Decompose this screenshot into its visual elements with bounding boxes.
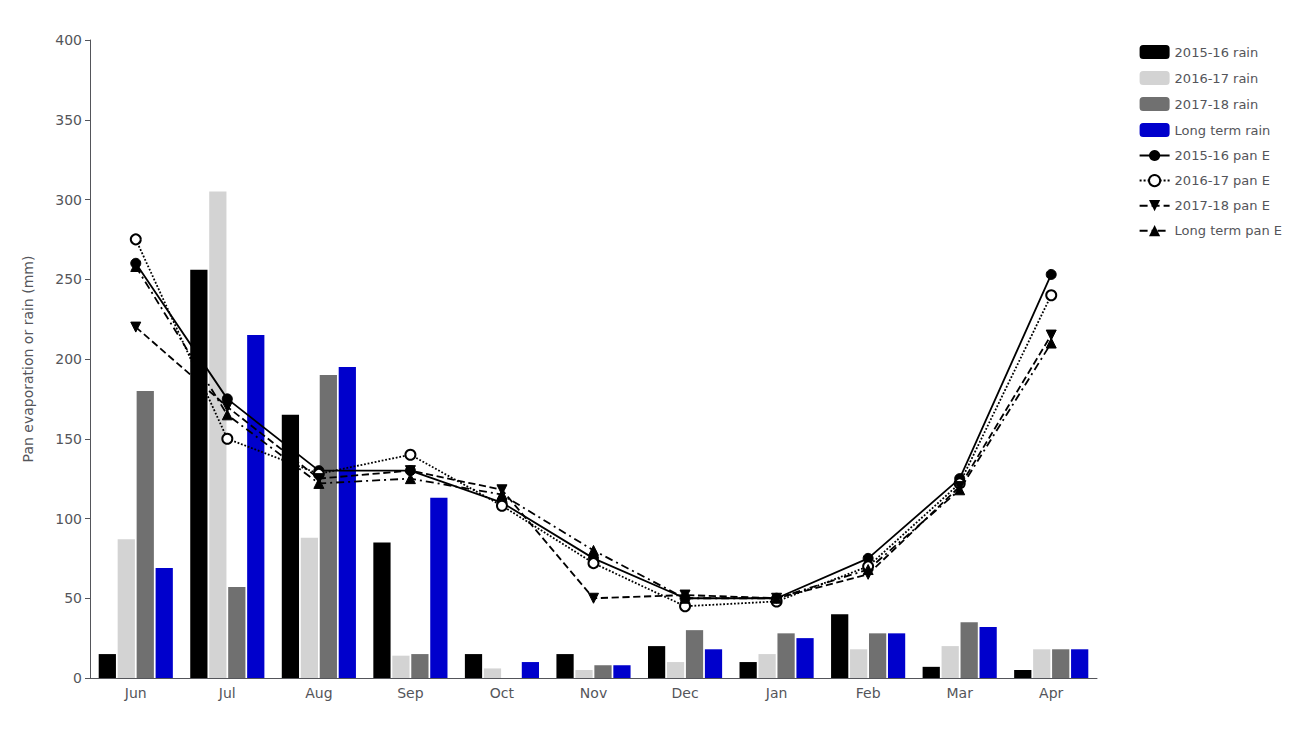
svg-text:2016-17 pan E: 2016-17 pan E <box>1175 173 1270 188</box>
svg-text:Long term pan E: Long term pan E <box>1175 223 1282 238</box>
svg-text:200: 200 <box>55 351 82 367</box>
svg-text:Sep: Sep <box>397 685 424 701</box>
svg-text:Dec: Dec <box>671 685 698 701</box>
svg-text:2015-16 rain: 2015-16 rain <box>1175 45 1259 60</box>
svg-text:Jun: Jun <box>124 685 147 701</box>
svg-text:Pan evaporation or rain (mm): Pan evaporation or rain (mm) <box>20 256 36 463</box>
svg-text:Nov: Nov <box>580 685 607 701</box>
svg-text:Apr: Apr <box>1039 685 1063 701</box>
svg-text:50: 50 <box>64 590 82 606</box>
svg-text:250: 250 <box>55 271 82 287</box>
svg-text:Mar: Mar <box>946 685 973 701</box>
svg-text:Feb: Feb <box>856 685 881 701</box>
svg-text:400: 400 <box>55 32 82 48</box>
svg-text:Oct: Oct <box>490 685 515 701</box>
svg-text:Aug: Aug <box>305 685 332 701</box>
svg-text:Long term rain: Long term rain <box>1175 123 1271 138</box>
svg-text:2015-16 pan E: 2015-16 pan E <box>1175 148 1270 163</box>
svg-text:300: 300 <box>55 192 82 208</box>
svg-text:150: 150 <box>55 431 82 447</box>
svg-text:100: 100 <box>55 511 82 527</box>
svg-text:350: 350 <box>55 112 82 128</box>
svg-text:2016-17 rain: 2016-17 rain <box>1175 71 1259 86</box>
svg-text:2017-18 rain: 2017-18 rain <box>1175 97 1259 112</box>
svg-text:Jan: Jan <box>765 685 788 701</box>
svg-text:2017-18 pan E: 2017-18 pan E <box>1175 198 1270 213</box>
svg-text:0: 0 <box>73 670 82 686</box>
svg-text:Jul: Jul <box>218 685 236 701</box>
